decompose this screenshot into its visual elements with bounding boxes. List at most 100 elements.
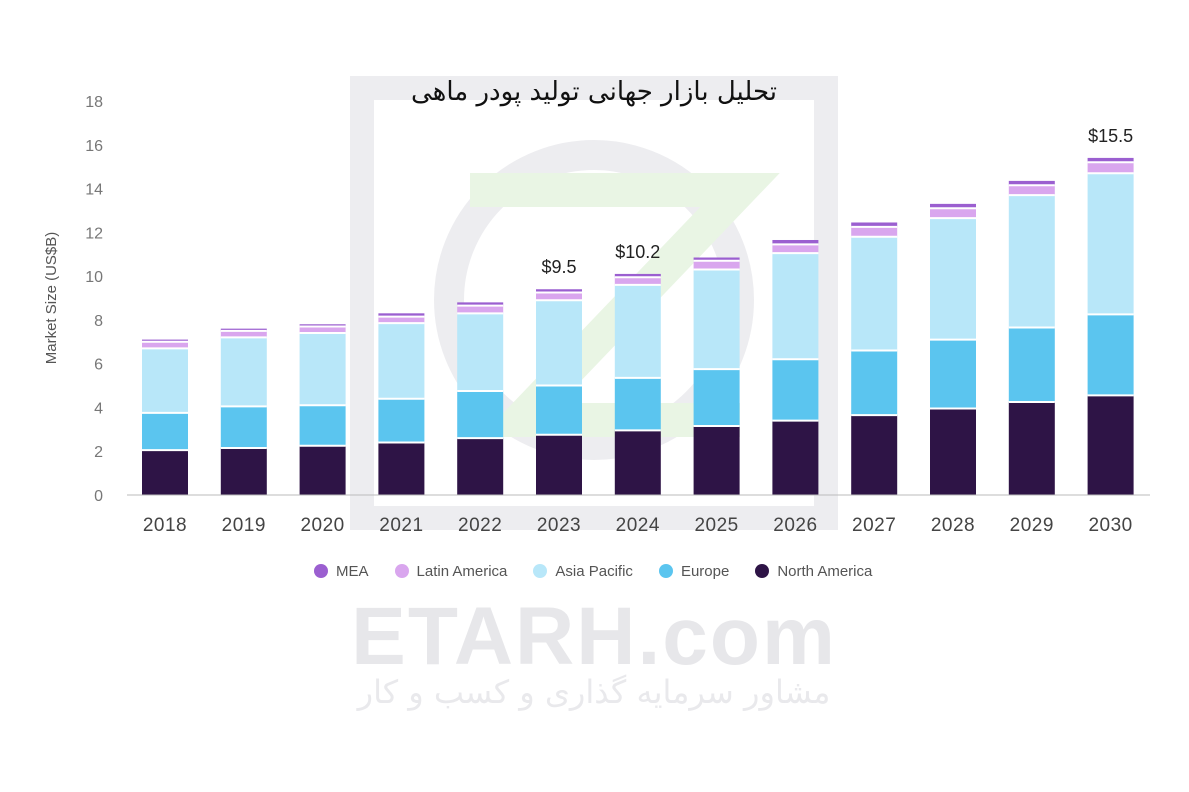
bar-segment	[378, 313, 425, 317]
bar-segment	[614, 284, 661, 378]
bar-segment	[536, 385, 582, 435]
legend-swatch	[314, 564, 328, 578]
bar-segment	[614, 377, 661, 431]
legend-swatch	[755, 564, 770, 578]
legend-item: Europe	[658, 562, 730, 580]
bar-segment	[142, 341, 188, 349]
y-tick-label: 14	[85, 182, 103, 199]
bar-segment	[772, 359, 819, 421]
bar-segment	[220, 406, 267, 448]
legend-label: Latin America	[416, 562, 508, 580]
legend-label: North America	[777, 562, 873, 580]
bar-segment	[220, 330, 267, 338]
bar-segment	[1008, 327, 1055, 402]
y-tick-label: 6	[94, 357, 103, 374]
bar-segment	[299, 326, 346, 334]
legend-swatch	[533, 564, 548, 578]
total-annotation: $9.5	[541, 257, 576, 277]
chart: تحلیل بازار جهانی تولید پودر ماهی Market…	[43, 77, 1150, 536]
x-tick-label: 2026	[773, 515, 817, 536]
bar-segment	[378, 398, 425, 443]
legend-swatch	[394, 564, 409, 578]
x-tick-label: 2019	[222, 515, 266, 536]
bar-segment	[851, 415, 898, 495]
legend-label: Asia Pacific	[555, 562, 633, 580]
y-tick-label: 4	[94, 400, 103, 417]
x-axis-ticks: 2018 2019 2020 2021 2022 2023 2024 2025 2026 2027…	[143, 515, 1132, 536]
bar-segment	[299, 445, 346, 495]
x-tick-label: 2022	[458, 515, 502, 536]
bar-segment	[220, 328, 267, 331]
bars	[142, 157, 1134, 495]
bar-segment	[142, 412, 188, 451]
bar-segment	[220, 337, 267, 407]
total-annotation: $15.5	[1088, 126, 1133, 146]
bar-segment	[930, 218, 976, 340]
bar-segment	[1008, 195, 1055, 328]
y-tick-label: 12	[85, 225, 103, 242]
bar-segment	[536, 300, 582, 386]
bar-segment	[772, 420, 819, 495]
bar-segment	[536, 434, 582, 495]
legend-item: Latin America	[394, 562, 508, 580]
bar-segment	[614, 430, 661, 495]
legend-item: MEA	[314, 563, 369, 580]
x-tick-label: 2029	[1010, 515, 1054, 536]
bar-segment	[930, 339, 976, 409]
bar-segment	[457, 391, 504, 439]
x-tick-label: 2023	[537, 515, 581, 536]
bar-segment	[142, 339, 188, 342]
bar-segment	[851, 236, 898, 351]
bar-segment	[536, 292, 582, 301]
y-tick-label: 8	[94, 313, 103, 330]
bar-segment	[693, 369, 740, 427]
y-tick-label: 18	[85, 94, 103, 111]
bar-segment	[536, 289, 582, 293]
bar-segment	[457, 302, 504, 306]
x-tick-label: 2024	[616, 515, 660, 536]
bar-segment	[693, 269, 740, 370]
bar-segment	[1008, 185, 1055, 196]
bar-segment	[220, 447, 267, 495]
chart-title: تحلیل بازار جهانی تولید پودر ماهی	[411, 77, 777, 107]
legend-item: Asia Pacific	[533, 563, 633, 580]
y-axis-label: Market Size (US$B)	[43, 232, 60, 365]
bar-segment	[378, 442, 425, 495]
bar-segment	[299, 324, 346, 327]
watermark-tagline: مشاور سرمایه گذاری و کسب و کار	[357, 673, 831, 711]
bar-segment	[299, 333, 346, 406]
x-tick-label: 2028	[931, 515, 975, 536]
legend-swatch	[658, 564, 673, 578]
bar-segment	[772, 244, 819, 254]
y-axis-ticks: 0 2 4 6 8 10 12 14 16 18	[85, 94, 103, 505]
bar-segment	[378, 316, 425, 324]
bar-segment	[693, 260, 740, 270]
bar-segment	[1087, 173, 1134, 315]
bar-segment	[851, 226, 898, 237]
bar-segment	[772, 253, 819, 360]
y-tick-label: 0	[94, 488, 103, 505]
bar-segment	[1087, 162, 1134, 174]
bar-segment	[142, 348, 188, 413]
bar-segment	[614, 273, 661, 278]
total-annotation: $10.2	[615, 242, 660, 262]
bar-segment	[1008, 180, 1055, 186]
legend-label: Europe	[680, 562, 730, 580]
y-tick-label: 10	[85, 269, 103, 286]
x-tick-label: 2027	[852, 515, 896, 536]
x-tick-label: 2020	[300, 515, 344, 536]
y-tick-label: 2	[94, 444, 103, 461]
bar-segment	[930, 203, 976, 209]
watermark-brand: ETARH.com	[351, 591, 837, 682]
bar-segment	[457, 438, 504, 495]
bar-segment	[930, 208, 976, 219]
bar-segment	[1087, 314, 1134, 396]
y-tick-label: 16	[85, 138, 103, 155]
legend-label: MEA	[336, 562, 369, 580]
x-tick-label: 2030	[1088, 515, 1132, 536]
bar-segment	[693, 426, 740, 495]
total-annotations: $9.5 $10.2 $15.5	[541, 126, 1133, 277]
bar-segment	[614, 277, 661, 285]
bar-segment	[299, 405, 346, 446]
legend-item: North America	[755, 563, 872, 580]
